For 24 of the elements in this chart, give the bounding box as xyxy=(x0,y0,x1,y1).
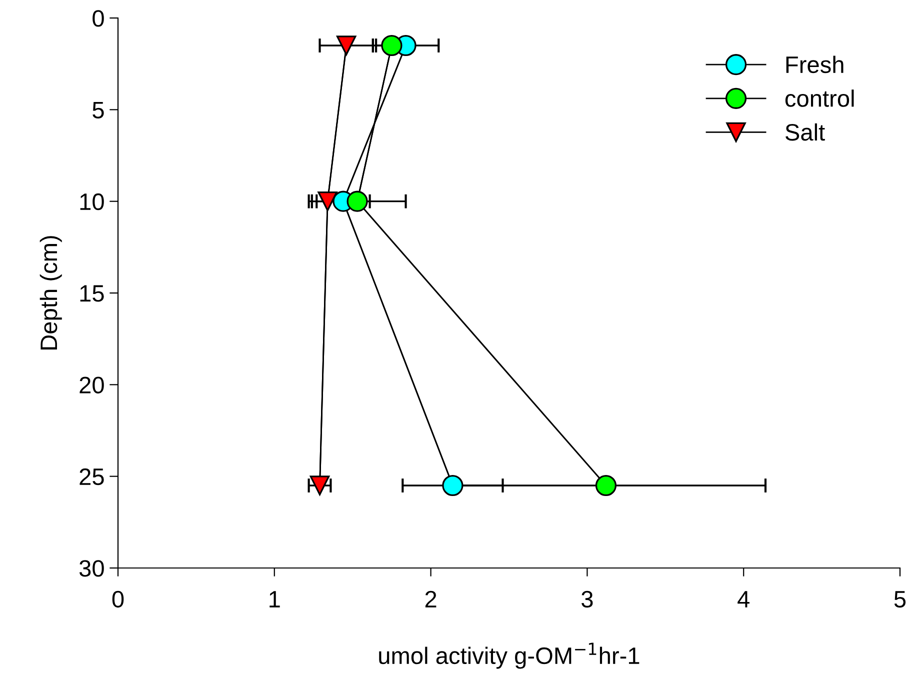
point xyxy=(346,190,368,212)
legend-label: Fresh xyxy=(786,56,844,74)
point xyxy=(381,34,402,56)
x-tick-label: 1 xyxy=(270,591,280,608)
x-tick-label: 0 xyxy=(112,590,124,608)
x-tick-label: 5 xyxy=(894,591,906,608)
y-tick-label: 10 xyxy=(80,193,104,210)
x-tick-label: 4 xyxy=(738,591,750,608)
y-tick-label: 20 xyxy=(80,376,104,394)
legend-label: Salt xyxy=(786,123,825,141)
x-axis-title: umol activity g-OM$^{−1}$hr-1 xyxy=(379,642,640,669)
point xyxy=(318,191,338,212)
y-axis-title: Depth (cm) xyxy=(40,236,62,350)
y-tick-label: 0 xyxy=(92,10,104,27)
x-tick-label: 3 xyxy=(582,590,593,608)
y-tick-label: 15 xyxy=(80,285,104,302)
legend-label: control xyxy=(785,90,854,107)
x-tick-label: 2 xyxy=(425,590,436,608)
y-tick-label: 25 xyxy=(80,468,104,486)
point xyxy=(336,36,356,56)
y-tick-label: 5 xyxy=(92,102,104,118)
y-tick-label: 30 xyxy=(79,560,104,577)
point xyxy=(595,474,617,496)
point xyxy=(442,474,464,496)
